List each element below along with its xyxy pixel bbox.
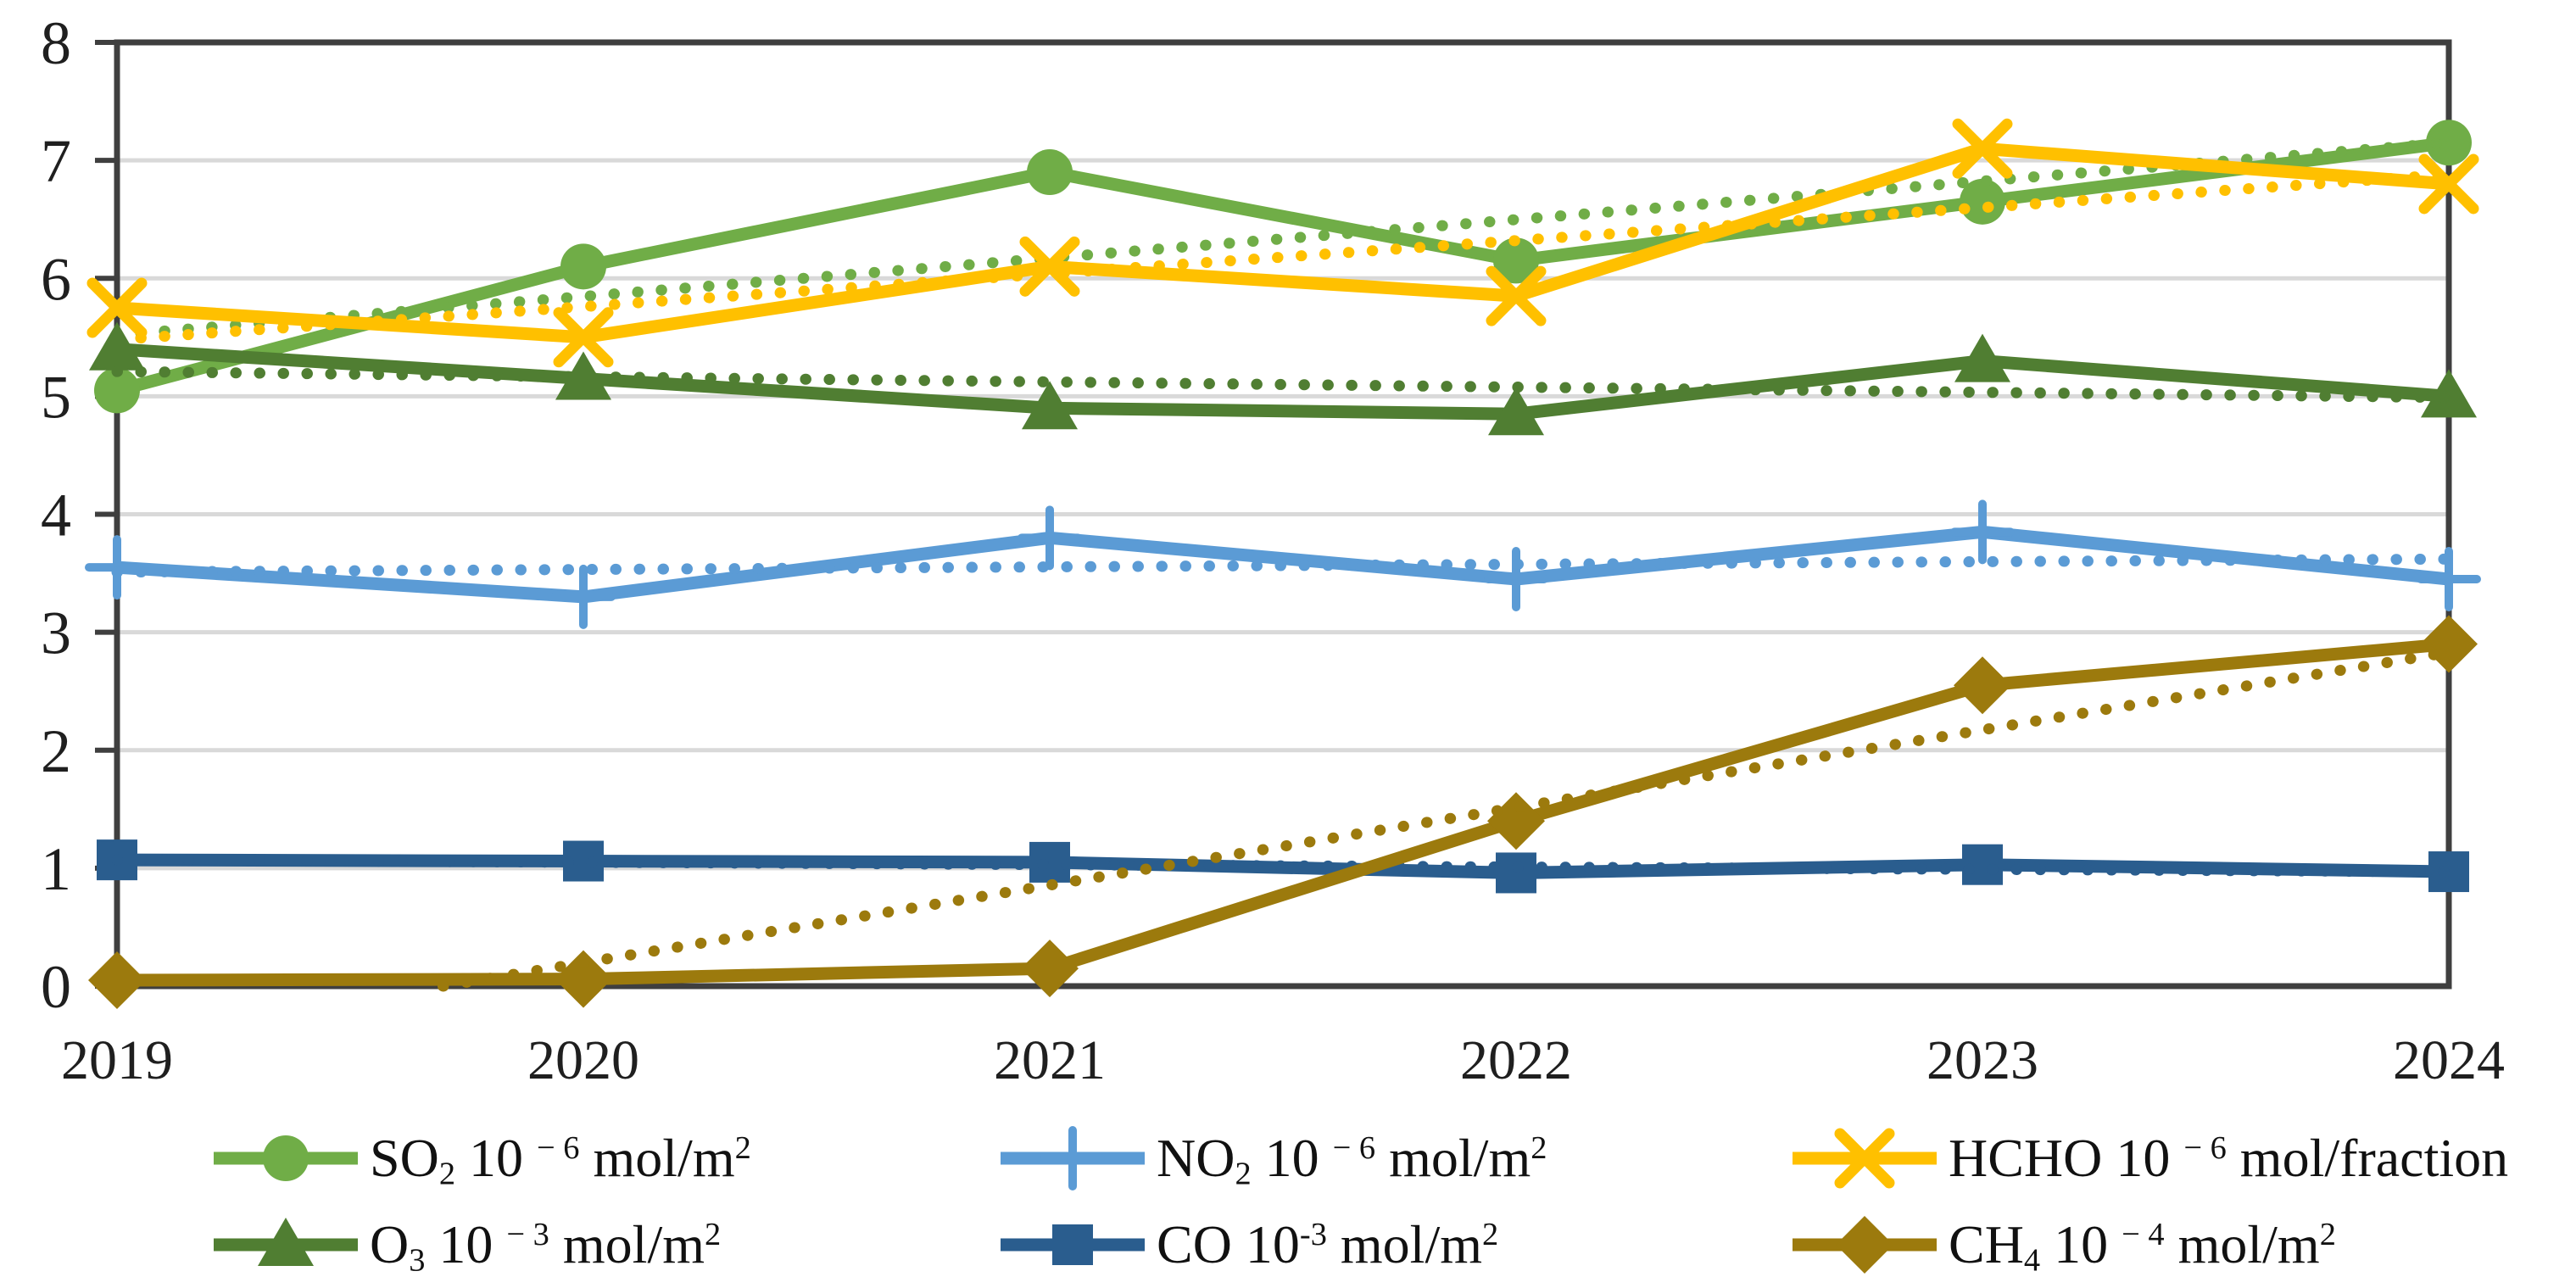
series-line-no2 <box>116 525 2450 604</box>
y-axis-label-2: 2 <box>41 717 71 785</box>
series-line-o3 <box>116 343 2450 421</box>
series-o3 <box>89 321 2477 436</box>
series-no2 <box>85 499 2481 629</box>
series-ch4 <box>88 615 2478 1010</box>
x-axis-label-2022: 2022 <box>1460 1029 1572 1091</box>
series-co <box>97 839 2469 894</box>
trendline-o3 <box>111 365 2455 404</box>
y-axis-label-6: 6 <box>41 245 71 313</box>
series-so2 <box>94 120 2472 414</box>
y-axis-label-3: 3 <box>41 599 71 667</box>
y-axis-label-0: 0 <box>41 953 71 1021</box>
x-axis-label-2021: 2021 <box>994 1029 1106 1091</box>
y-axis-label-1: 1 <box>41 835 71 903</box>
y-axis-label-4: 4 <box>41 482 71 549</box>
x-axis-label-2023: 2023 <box>1926 1029 2038 1091</box>
y-axis-label-7: 7 <box>41 127 71 195</box>
series-line-ch4 <box>116 638 2450 987</box>
y-axis-label-8: 8 <box>41 9 71 77</box>
series-line-so2 <box>115 136 2450 397</box>
trendline-co <box>111 854 2455 878</box>
x-axis-label-2024: 2024 <box>2393 1029 2505 1091</box>
trendline-no2 <box>111 553 2455 578</box>
x-axis-label-2020: 2020 <box>527 1029 639 1091</box>
series-line-hcho <box>116 142 2450 344</box>
y-axis-label-5: 5 <box>41 363 71 431</box>
x-axis-label-2019: 2019 <box>61 1029 173 1091</box>
trendline-ch4 <box>437 646 2455 992</box>
trendline-so2 <box>111 137 2455 341</box>
series-hcho <box>86 118 2479 368</box>
trendline-hcho <box>111 169 2455 346</box>
